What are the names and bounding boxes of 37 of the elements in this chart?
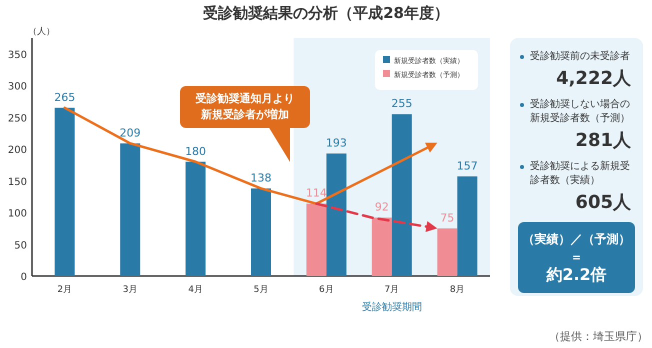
y-tick-label: 0: [20, 272, 27, 283]
data-label: 265: [54, 90, 76, 104]
y-tick-label: 250: [8, 113, 27, 124]
text: （提供：埼玉県庁）: [549, 330, 648, 343]
text: 4,222人: [555, 67, 631, 90]
x-tick-label: 8月: [450, 285, 465, 295]
x-tick-label: 3月: [122, 285, 138, 295]
data-label: 180: [185, 144, 206, 158]
y-tick-label: 300: [8, 82, 27, 93]
data-label: 75: [440, 211, 454, 224]
data-label: 92: [374, 200, 389, 214]
y-tick-label: 150: [8, 176, 27, 188]
x-tick-label: 2月: [57, 285, 72, 295]
y-tick-label: 50: [14, 240, 27, 252]
text: 281人: [574, 129, 631, 152]
text: 605人: [574, 191, 631, 214]
x-tick-label: 5月: [254, 285, 268, 295]
band-label: 受診勧奨期間: [362, 301, 422, 313]
x-tick-label: 7月: [384, 285, 400, 295]
y-tick-label: 100: [8, 208, 27, 220]
data-label: 138: [250, 171, 272, 184]
y-tick-label: 350: [8, 50, 27, 61]
data-label: 157: [456, 159, 478, 172]
y-tick-label: 200: [8, 145, 27, 156]
x-tick-label: 6月: [319, 285, 334, 295]
data-label: 114: [306, 186, 327, 200]
text: 受診勧奨しない場合の新規受診者数（予測）: [518, 98, 635, 126]
x-tick-label: 4月: [188, 285, 203, 295]
text: 受診勧奨による新規受診者数（実績）: [518, 160, 635, 188]
text: 受診勧奨前の未受診者: [518, 50, 635, 64]
data-label: 255: [391, 97, 412, 110]
y-axis-title: （人）: [28, 26, 55, 37]
text: （実績）／（予測）＝約2.2倍: [518, 222, 635, 293]
data-label: 193: [326, 136, 347, 150]
chart-title: 受診勧奨結果の分析（平成28年度）: [202, 4, 449, 22]
annotation: 受診勧奨通知月より新規受診者が増加: [194, 92, 294, 121]
data-label: 209: [120, 126, 141, 140]
